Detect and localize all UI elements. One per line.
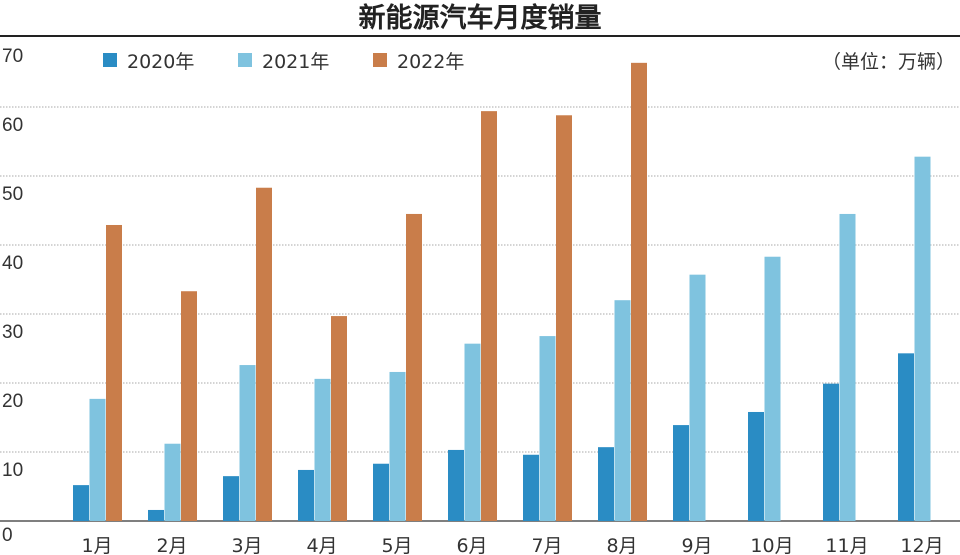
x-tick-label: 4月	[306, 535, 337, 555]
bar-2020年-5月	[373, 463, 389, 521]
bar-2020年-7月	[523, 454, 539, 521]
unit-note: （单位：万辆）	[822, 51, 955, 73]
y-tick-label: 0	[2, 525, 13, 546]
x-axis-ticks: 1月 2月 3月 4月 5月 6月 7月 8月 9月 10月 11月 12月	[81, 535, 943, 555]
bar-2021年-3月	[239, 365, 256, 521]
bar-2022年-7月	[556, 115, 572, 521]
y-tick-label: 60	[2, 115, 23, 136]
legend: 2020年 2021年 2022年	[103, 51, 464, 73]
x-tick-label: 3月	[231, 535, 262, 555]
bar-2021年-4月	[314, 378, 331, 521]
x-tick-label: 12月	[900, 535, 943, 555]
y-tick-label: 40	[2, 253, 23, 274]
x-tick-label: 8月	[606, 535, 637, 555]
bar-2021年-11月	[839, 213, 856, 521]
x-tick-label: 10月	[750, 535, 793, 555]
y-tick-label: 20	[2, 391, 23, 412]
x-tick-label: 7月	[531, 535, 562, 555]
bar-2022年-6月	[481, 111, 497, 521]
bar-2022年-8月	[631, 62, 647, 522]
bar-2020年-10月	[748, 411, 764, 521]
x-tick-label: 2月	[156, 535, 187, 555]
bar-2020年-11月	[823, 383, 839, 521]
x-tick-label: 6月	[456, 535, 487, 555]
legend-swatch	[103, 53, 117, 67]
legend-swatch	[238, 53, 252, 67]
bar-2020年-12月	[898, 353, 914, 521]
x-tick-label: 1月	[81, 535, 112, 555]
bars	[73, 62, 931, 522]
bar-2020年-6月	[448, 449, 464, 521]
bar-2022年-5月	[406, 213, 422, 521]
legend-label: 2020年	[127, 51, 194, 73]
y-tick-label: 70	[2, 46, 23, 67]
chart-title: 新能源汽车月度销量	[359, 2, 602, 34]
bar-2020年-2月	[148, 509, 164, 521]
legend-swatch	[373, 53, 387, 67]
bar-2020年-9月	[673, 425, 689, 521]
bar-2021年-1月	[89, 398, 106, 521]
bar-2020年-8月	[598, 447, 614, 521]
bar-2022年-3月	[256, 187, 272, 522]
bar-2021年-6月	[464, 343, 481, 521]
y-tick-label: 30	[2, 322, 23, 343]
bar-2021年-10月	[764, 256, 781, 521]
bar-2020年-3月	[223, 476, 239, 521]
bar-2021年-8月	[614, 300, 631, 521]
bar-2020年-1月	[73, 485, 89, 521]
bar-2022年-2月	[181, 291, 197, 521]
bar-2021年-12月	[914, 156, 931, 521]
legend-label: 2021年	[262, 51, 329, 73]
bar-2021年-2月	[164, 443, 181, 521]
x-tick-label: 5月	[381, 535, 412, 555]
x-tick-label: 11月	[825, 535, 868, 555]
bar-2022年-4月	[331, 316, 347, 521]
y-tick-label: 50	[2, 184, 23, 205]
bar-2021年-9月	[689, 274, 706, 521]
bar-2021年-7月	[539, 336, 556, 521]
bar-2021年-5月	[389, 371, 406, 521]
y-axis-ticks: 0 10 20 30 40 50 60 70	[2, 46, 23, 546]
bar-2020年-4月	[298, 469, 314, 521]
y-tick-label: 10	[2, 460, 23, 481]
x-tick-label: 9月	[681, 535, 712, 555]
bar-2022年-1月	[106, 224, 122, 522]
legend-label: 2022年	[397, 51, 464, 73]
